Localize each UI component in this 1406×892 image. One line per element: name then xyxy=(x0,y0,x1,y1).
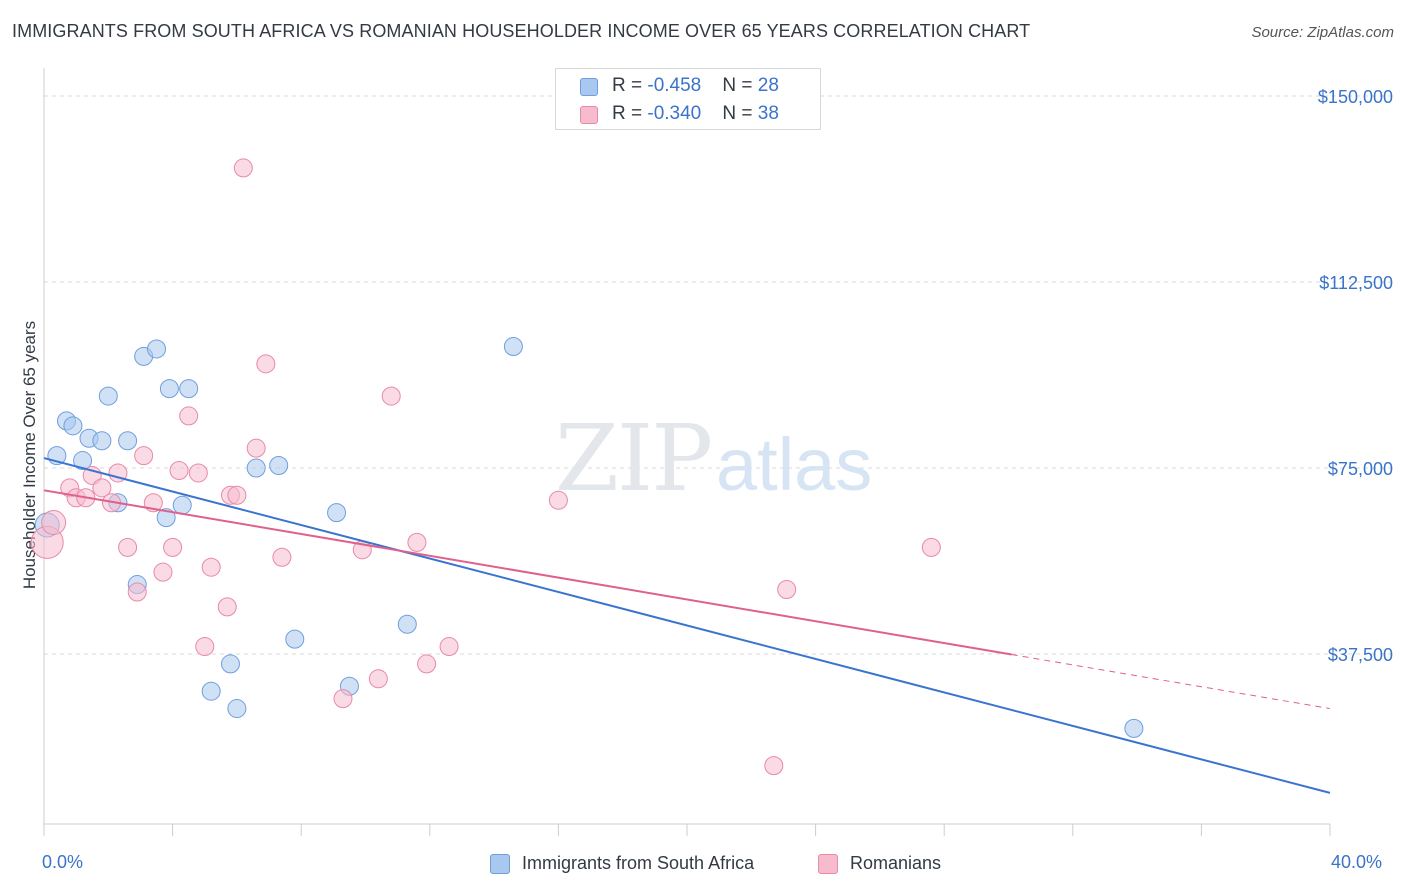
romanians-point xyxy=(108,463,128,483)
legend-label-south-africa: Immigrants from South Africa xyxy=(522,853,755,873)
romanians-point xyxy=(777,580,797,600)
romanians-point xyxy=(407,532,427,552)
south-africa-point xyxy=(73,451,93,471)
y-tick-labels: $150,000 $112,500 $75,000 $37,500 xyxy=(1318,87,1393,665)
watermark: ZIP atlas xyxy=(555,405,872,512)
r-value: -0.340 xyxy=(647,103,702,124)
south-africa-point xyxy=(156,508,176,528)
south-africa-trend-line xyxy=(43,457,1331,794)
romanians-point xyxy=(246,438,266,458)
watermark-zip: ZIP xyxy=(555,405,711,512)
trend-lines xyxy=(43,457,1331,794)
romanians-point xyxy=(217,597,237,617)
romanians-point xyxy=(195,637,215,657)
n-value: 38 xyxy=(757,103,779,124)
romanians-point xyxy=(127,582,147,602)
data-points xyxy=(30,158,1144,776)
watermark-atlas: atlas xyxy=(716,423,872,506)
y-tick-label: $112,500 xyxy=(1319,273,1393,293)
south-africa-point xyxy=(98,386,118,406)
romanians-point xyxy=(333,689,353,709)
south-africa-point xyxy=(503,336,523,356)
south-africa-point xyxy=(63,416,83,436)
south-africa-point xyxy=(1124,718,1144,738)
romanians-point xyxy=(233,158,253,178)
south-africa-point xyxy=(220,654,240,674)
south-africa-point xyxy=(227,699,247,719)
romanians-point xyxy=(201,557,221,577)
south-africa-point xyxy=(118,431,138,451)
south-africa-point xyxy=(159,379,179,399)
romanians-point xyxy=(163,537,183,557)
romanians-point xyxy=(153,562,173,582)
stats-legend: R = -0.458 N = 28 R = -0.340 N = 38 xyxy=(555,68,821,130)
romanians-legend-swatch xyxy=(818,854,838,874)
r-label: R = xyxy=(612,103,648,124)
romanians-swatch xyxy=(580,106,598,124)
romanians-point xyxy=(548,490,568,510)
n-value: 28 xyxy=(757,75,779,96)
south-africa-point xyxy=(172,495,192,515)
romanians-point xyxy=(256,354,276,374)
romanians-point xyxy=(118,537,138,557)
romanians-point xyxy=(272,547,292,567)
romanians-point xyxy=(179,406,199,426)
south-africa-point xyxy=(397,614,417,634)
n-label: N = xyxy=(722,103,758,124)
y-tick-label: $75,000 xyxy=(1328,459,1393,479)
south-africa-point xyxy=(179,379,199,399)
romanians-point xyxy=(92,478,112,498)
south-africa-point xyxy=(246,458,266,478)
y-tick-label: $37,500 xyxy=(1328,645,1393,665)
gridlines xyxy=(44,95,1395,655)
source-label: Source: ZipAtlas.com xyxy=(1251,24,1394,41)
romanians-point xyxy=(41,510,67,536)
n-label: N = xyxy=(722,75,758,96)
chart-title: IMMIGRANTS FROM SOUTH AFRICA VS ROMANIAN… xyxy=(12,21,1031,41)
x-tick-label-min: 0.0% xyxy=(42,852,84,872)
r-label: R = xyxy=(612,75,648,96)
romanians-point xyxy=(764,756,784,776)
south-africa-point xyxy=(201,681,221,701)
south-africa-swatch xyxy=(580,78,598,96)
romanians-point xyxy=(921,537,941,557)
x-tick-label-max: 40.0% xyxy=(1331,852,1383,872)
south-africa-point xyxy=(147,339,167,359)
south-africa-point xyxy=(269,456,289,476)
romanians-trend-line xyxy=(43,489,1012,656)
y-tick-label: $150,000 xyxy=(1318,87,1393,107)
south-africa-legend-swatch xyxy=(490,854,510,874)
legend-label-romanians: Romanians xyxy=(850,853,942,873)
south-africa-point xyxy=(285,629,305,649)
romanians-trend-line-extension xyxy=(1011,654,1331,710)
romanians-point xyxy=(417,654,437,674)
south-africa-point xyxy=(92,431,112,451)
romanians-point xyxy=(439,637,459,657)
r-value: -0.458 xyxy=(647,75,702,96)
axes xyxy=(43,68,1331,836)
romanians-point xyxy=(169,460,189,480)
romanians-point xyxy=(381,386,401,406)
romanians-point xyxy=(227,485,247,505)
romanians-point xyxy=(368,669,388,689)
romanians-point xyxy=(188,463,208,483)
romanians-point xyxy=(134,446,154,466)
south-africa-point xyxy=(327,503,347,523)
